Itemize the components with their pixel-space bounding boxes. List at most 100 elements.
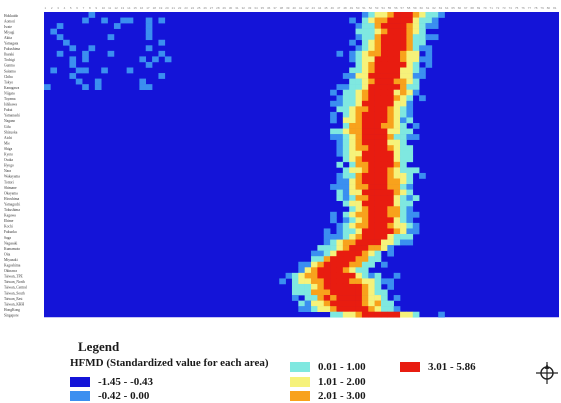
heatmap-cell (69, 73, 77, 79)
heatmap-cell (387, 45, 394, 52)
row-label: Shizuoka (4, 130, 18, 134)
heatmap-cell (336, 139, 344, 146)
heatmap-cell (374, 78, 382, 85)
heatmap-cell (145, 23, 153, 29)
heatmap-cell (361, 145, 369, 152)
heatmap-cell (139, 84, 147, 90)
heatmap-cell (374, 39, 382, 46)
heatmap-cell (406, 217, 414, 224)
heatmap-cell (69, 61, 77, 68)
heatmap-cell (368, 245, 375, 251)
row-label: Fukushima (4, 47, 20, 51)
heatmap-cell (374, 239, 382, 246)
row-label: Taiwan_KHH (4, 302, 25, 306)
heatmap-cell (400, 84, 407, 90)
heatmap-cell (158, 50, 166, 57)
heatmap-cell (349, 289, 356, 296)
heatmap-cell (355, 200, 363, 207)
heatmap-cell (393, 123, 401, 129)
heatmap-cell (374, 289, 382, 296)
heatmap-cell (380, 28, 388, 35)
heatmap-cell (400, 211, 407, 218)
heatmap-cell (355, 84, 363, 90)
heatmap-cell (368, 289, 375, 296)
heatmap-cell (400, 17, 407, 24)
heatmap-cell (44, 84, 51, 90)
heatmap-cell (330, 278, 337, 285)
column-tick-label: 12 (114, 6, 118, 10)
column-tick-label: 59 (413, 6, 417, 10)
heatmap-cell (342, 95, 350, 102)
heatmap-cell (374, 300, 382, 307)
heatmap-cell (412, 56, 420, 63)
heatmap-cell (400, 23, 407, 29)
heatmap-cell (56, 34, 64, 41)
legend-label-3: 0.01 - 1.00 (318, 361, 366, 373)
heatmap-cell (387, 250, 394, 257)
heatmap-cell (406, 61, 414, 68)
heatmap-cell (355, 172, 363, 179)
heatmap-cell (406, 89, 414, 96)
column-tick-label: 14 (127, 6, 131, 10)
heatmap-cell (82, 17, 89, 24)
heatmap-cell (107, 34, 115, 41)
heatmap-cell (361, 100, 369, 107)
heatmap-cell (342, 267, 350, 274)
column-tick-label: 71 (490, 6, 494, 10)
heatmap-cell (387, 311, 394, 318)
heatmap-cell (393, 234, 401, 240)
heatmap-cell (361, 295, 369, 301)
heatmap-cell (400, 217, 407, 224)
heatmap-cell (368, 206, 375, 213)
heatmap-cell (400, 189, 407, 196)
heatmap-cell (393, 61, 401, 68)
heatmap-cell (393, 161, 401, 168)
heatmap-cell (368, 178, 375, 185)
heatmap-cell (393, 134, 401, 140)
heatmap-cell (380, 34, 388, 41)
heatmap-cell (317, 295, 325, 301)
heatmap-cell (393, 211, 401, 218)
row-label: Aichi (4, 136, 12, 140)
heatmap-cell (393, 45, 401, 52)
heatmap-cell (361, 217, 369, 224)
heatmap-cell (387, 161, 394, 168)
heatmap-cell (374, 145, 382, 152)
heatmap-cell (374, 206, 382, 213)
heatmap-cell (374, 245, 382, 251)
heatmap-cell (406, 145, 414, 152)
heatmap-cell (374, 178, 382, 185)
heatmap-cell (304, 289, 312, 296)
heatmap-cell (342, 245, 350, 251)
heatmap-cell (438, 12, 445, 18)
heatmap-cell (368, 311, 375, 318)
heatmap-cell (393, 67, 401, 74)
heatmap-cell (387, 111, 394, 118)
heatmap-cell (50, 67, 58, 74)
heatmap-cell (361, 172, 369, 179)
heatmap-cell (400, 128, 407, 135)
heatmap-cell (323, 306, 331, 312)
heatmap-cell (400, 206, 407, 213)
heatmap-cell (342, 145, 350, 152)
heatmap-cell (400, 167, 407, 174)
heatmap-cell (380, 12, 388, 18)
heatmap-cell (380, 211, 388, 218)
heatmap-cell (400, 34, 407, 41)
heatmap-cell (355, 45, 363, 52)
row-label: Shiga (4, 147, 13, 151)
heatmap-cell (69, 56, 77, 63)
heatmap-cell (368, 89, 375, 96)
heatmap-cell (412, 34, 420, 41)
heatmap-cell (419, 17, 426, 24)
heatmap-cell (317, 300, 325, 307)
heatmap-cell (419, 39, 426, 46)
heatmap-cell (393, 167, 401, 174)
heatmap-cell (400, 12, 407, 18)
column-tick-label: 80 (547, 6, 551, 10)
row-label: Tottori (4, 180, 14, 184)
heatmap-cell (355, 278, 363, 285)
heatmap-cell (349, 245, 356, 251)
heatmap-cell (368, 306, 375, 312)
heatmap-cell (412, 73, 420, 79)
